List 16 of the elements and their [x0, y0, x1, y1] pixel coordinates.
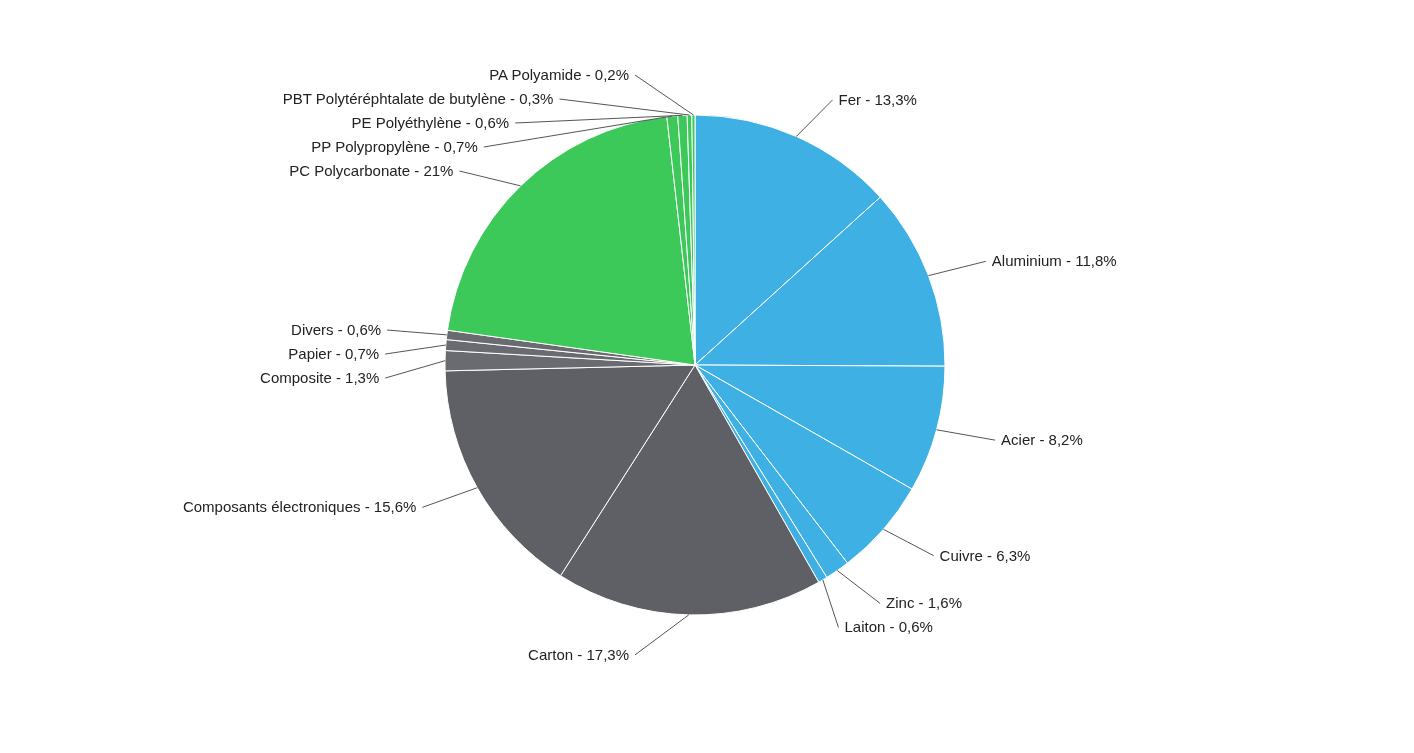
slice-label: Papier - 0,7% — [288, 345, 380, 363]
slice-label: Cuivre - 6,3% — [939, 546, 1031, 564]
slice-label: Composants électroniques - 15,6% — [182, 498, 417, 516]
slice-label: PC Polycarbonate - 21% — [289, 162, 454, 180]
slice-label: PA Polyamide - 0,2% — [489, 66, 629, 84]
slice-label: Laiton - 0,6% — [844, 618, 933, 636]
slice-label: PBT Polytéréphtalate de butylène - 0,3% — [282, 90, 554, 108]
slice-label: Divers - 0,6% — [291, 321, 382, 339]
slice-label: Composite - 1,3% — [260, 369, 380, 387]
slice-label: Fer - 13,3% — [838, 90, 917, 108]
slice-label: Zinc - 1,6% — [886, 594, 962, 612]
slice-label: Aluminium - 11,8% — [991, 252, 1117, 270]
slice-label: Acier - 8,2% — [1001, 431, 1083, 449]
slice-label: PP Polypropylène - 0,7% — [311, 138, 478, 156]
slice-label: Carton - 17,3% — [528, 645, 629, 663]
slice-label: PE Polyéthylène - 0,6% — [351, 114, 510, 132]
